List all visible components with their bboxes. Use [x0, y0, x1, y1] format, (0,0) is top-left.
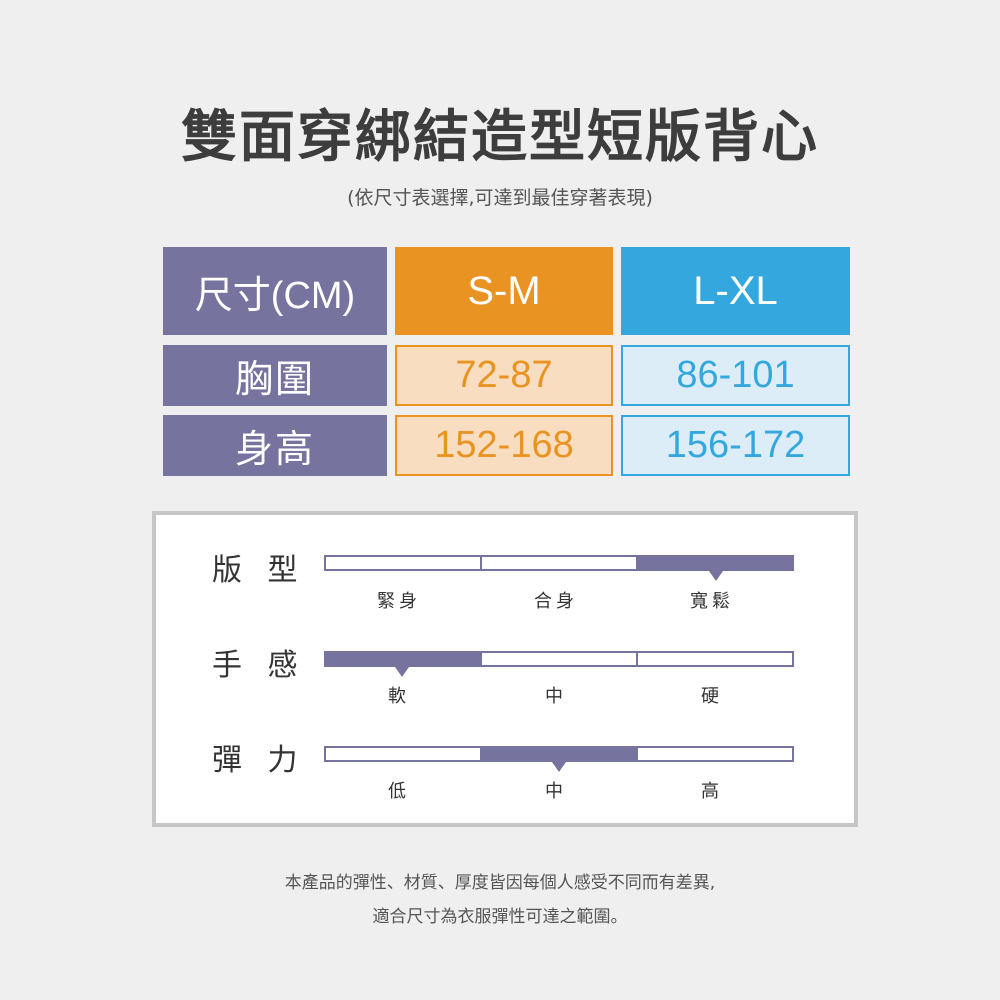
stretch-option-medium: 中	[545, 781, 567, 802]
fit-scale-segment	[480, 557, 636, 569]
fit-option-loose: 寬鬆	[690, 591, 734, 612]
product-title: 雙面穿綁結造型短版背心	[181, 105, 819, 170]
fit-scale-segment	[636, 557, 792, 569]
stretch-scale-segment	[480, 748, 636, 760]
height-l-xl-value: 156-172	[621, 415, 850, 476]
fit-marker-icon	[708, 571, 723, 581]
stretch-scale-segment	[326, 748, 480, 760]
feel-option-medium: 中	[545, 686, 567, 707]
row-label-chest: 胸圍	[163, 345, 387, 406]
size-header-s-m: S-M	[395, 247, 613, 335]
fit-scale-segment	[326, 557, 480, 569]
stretch-option-low: 低	[388, 781, 410, 802]
size-header-l-xl: L-XL	[621, 247, 850, 335]
fit-scale-bar	[324, 555, 794, 571]
chest-s-m-value: 72-87	[395, 345, 613, 406]
row-label-height: 身高	[163, 415, 387, 476]
scale-label-fit: 版 型	[212, 553, 306, 588]
feel-scale-segment	[326, 653, 480, 665]
chest-l-xl-value: 86-101	[621, 345, 850, 406]
stretch-scale-segment	[636, 748, 792, 760]
fit-option-tight: 緊身	[377, 591, 421, 612]
feel-scale-segment	[636, 653, 792, 665]
note-line-1: 本產品的彈性、材質、厚度皆因每個人感受不同而有差異,	[284, 873, 716, 893]
feel-option-soft: 軟	[388, 686, 410, 707]
height-s-m-value: 152-168	[395, 415, 613, 476]
size-header-label: 尺寸(CM)	[163, 247, 387, 335]
subtitle: (依尺寸表選擇,可達到最佳穿著表現)	[347, 187, 653, 209]
fit-option-regular: 合身	[534, 591, 578, 612]
feel-scale-bar	[324, 651, 794, 667]
attribute-scales-panel: 版 型 緊身 合身 寬鬆 手 感 軟 中 硬 彈 力 低 中 高	[152, 511, 858, 827]
stretch-marker-icon	[552, 762, 566, 772]
feel-option-hard: 硬	[701, 686, 723, 707]
feel-scale-segment	[480, 653, 636, 665]
note-line-2: 適合尺寸為衣服彈性可達之範圍。	[372, 907, 628, 927]
scale-label-feel: 手 感	[212, 648, 306, 683]
stretch-scale-bar	[324, 746, 794, 762]
feel-marker-icon	[395, 667, 410, 677]
scale-label-stretch: 彈 力	[212, 743, 306, 778]
stretch-option-high: 高	[701, 781, 723, 802]
